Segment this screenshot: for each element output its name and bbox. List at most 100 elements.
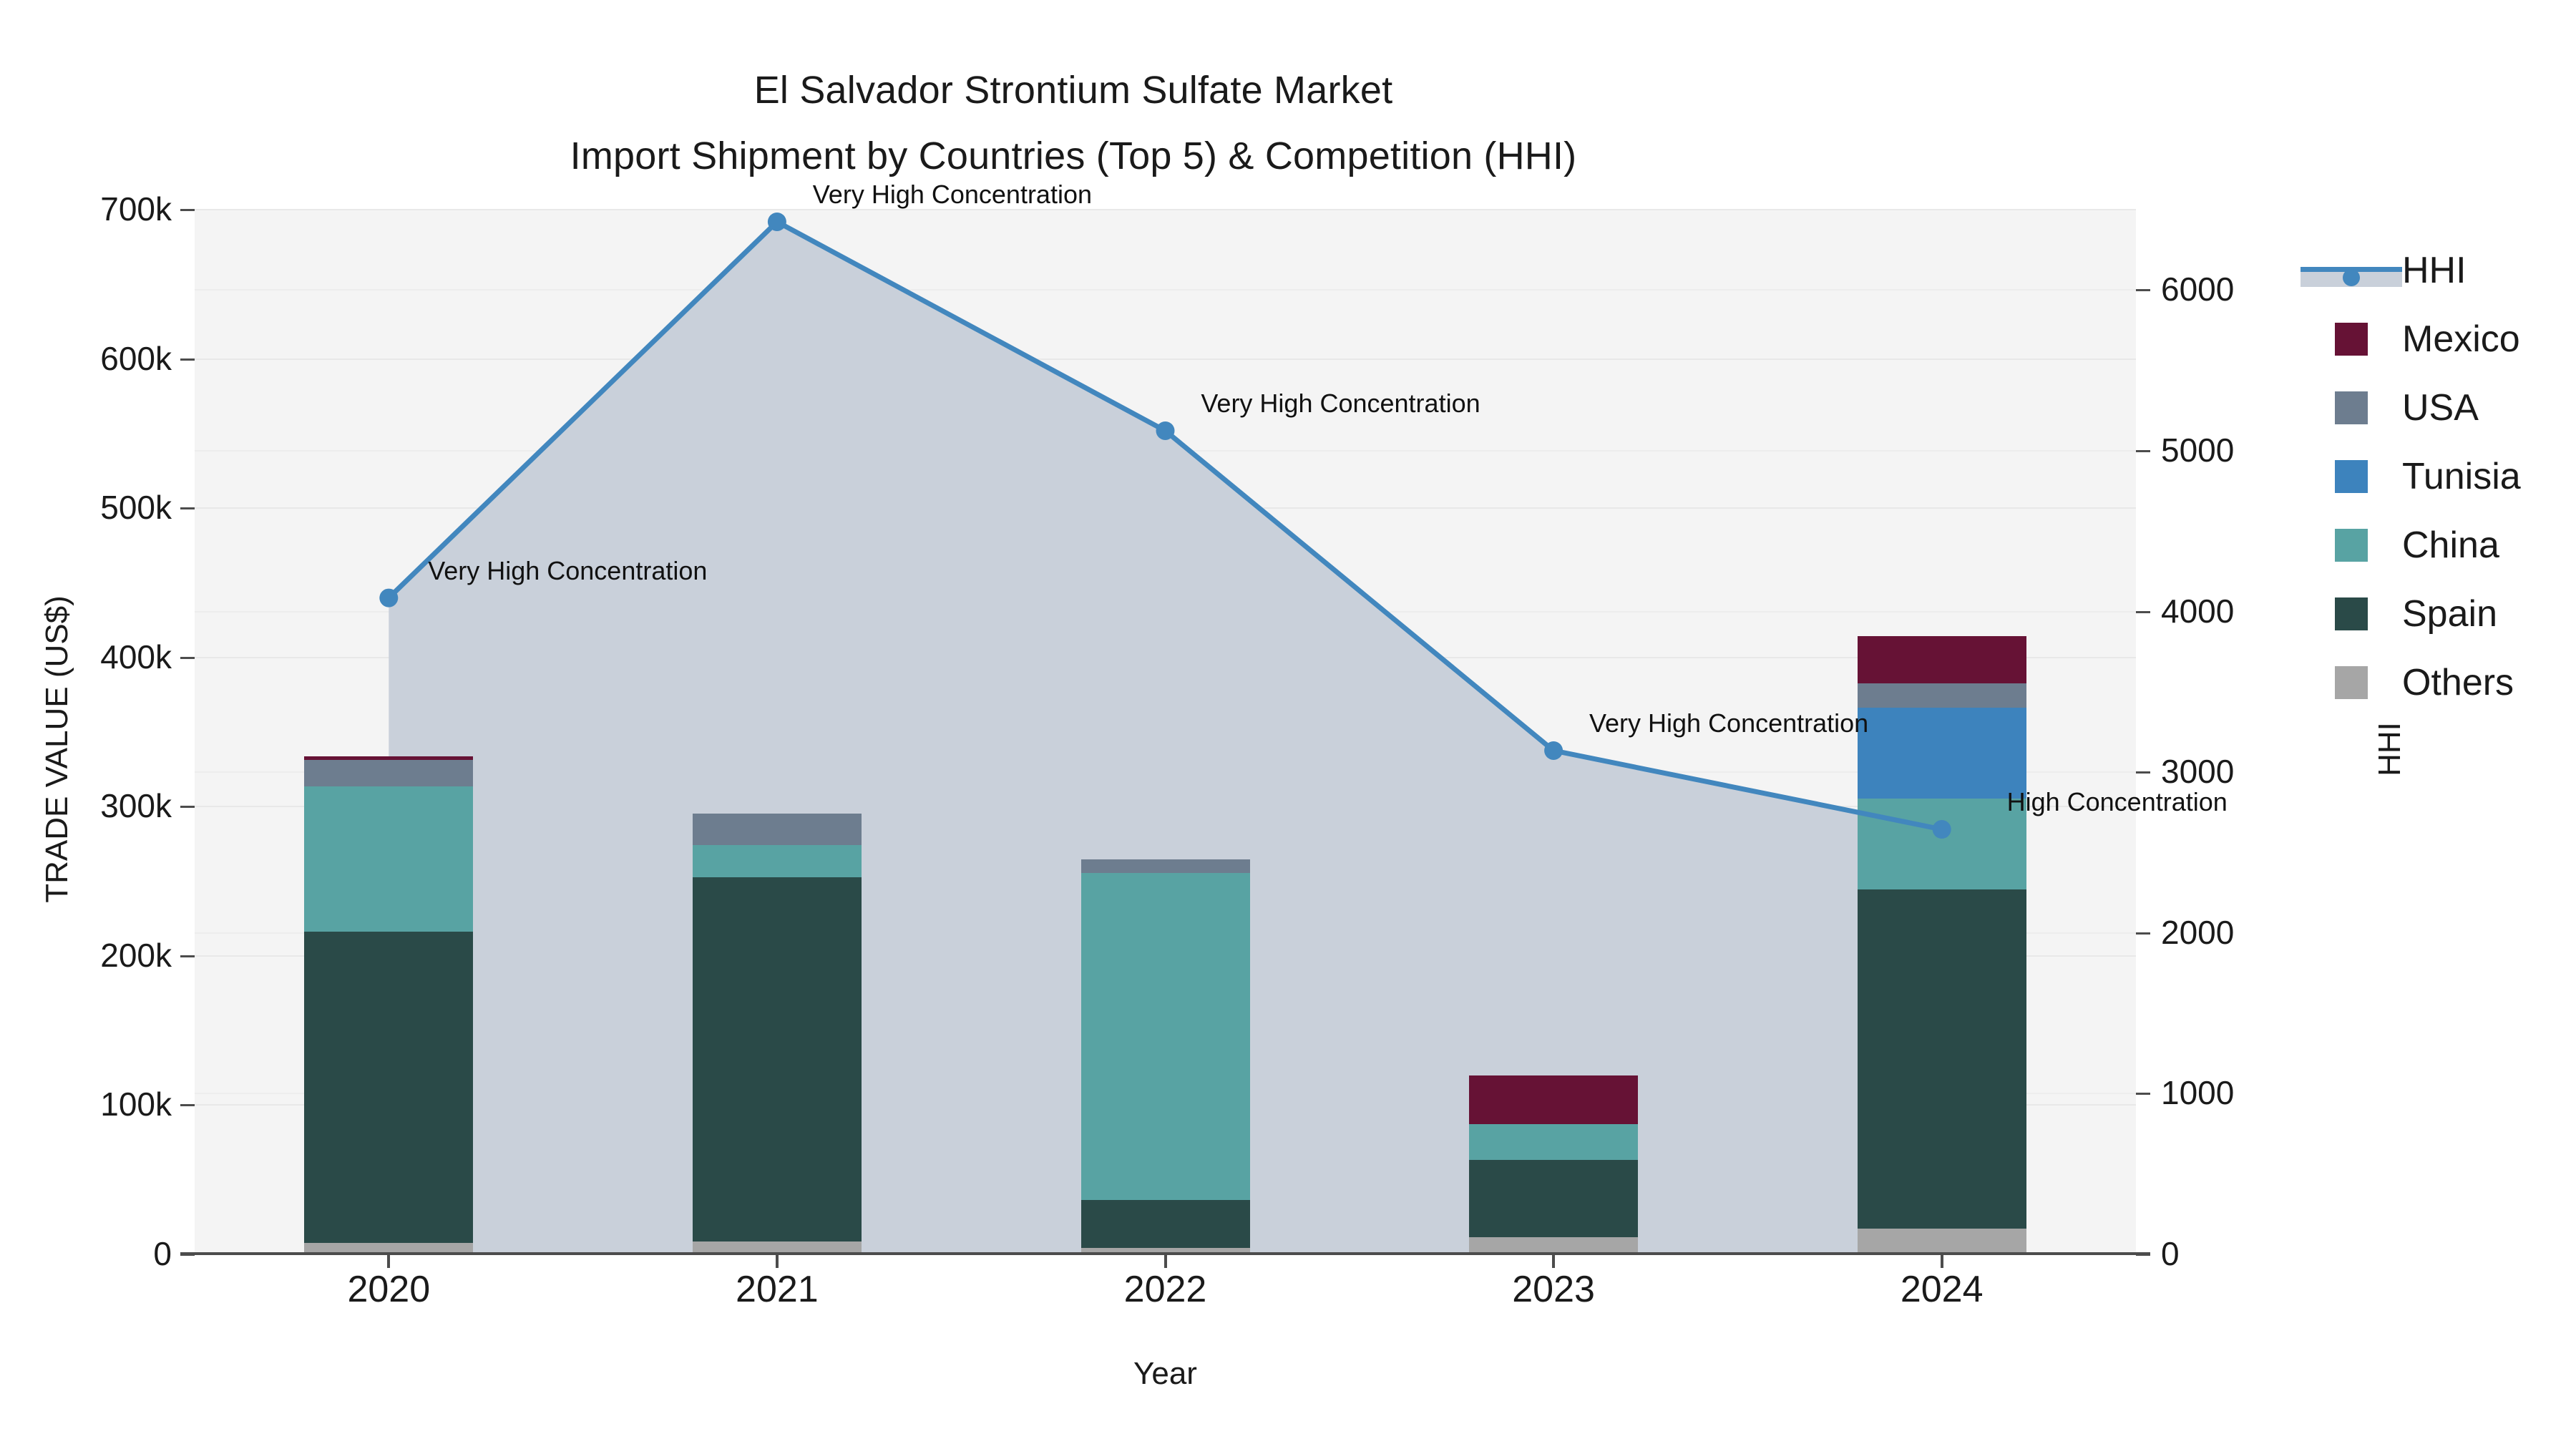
bar-segment-mexico[interactable] — [1469, 1075, 1639, 1124]
x-tick-mark — [1552, 1255, 1556, 1268]
legend-swatch-others — [2335, 666, 2368, 699]
legend-swatch-china — [2335, 529, 2368, 562]
legend-item-hhi[interactable]: HHI — [2301, 236, 2572, 305]
y-tick-mark-left — [180, 507, 195, 510]
legend-item-usa[interactable]: USA — [2301, 374, 2572, 442]
y-tick-right-5000: 5000 — [2161, 431, 2235, 469]
hhi-annotation-2022: Very High Concentration — [1201, 388, 1480, 418]
x-tick-2023: 2023 — [1512, 1269, 1595, 1310]
hhi-annotation-2024: High Concentration — [2006, 787, 2228, 816]
legend-swatch-spain — [2335, 597, 2368, 630]
legend-item-tunisia[interactable]: Tunisia — [2301, 442, 2572, 511]
y-tick-mark-right — [2136, 610, 2150, 613]
y-tick-left-300k: 300k — [100, 787, 172, 825]
bar-segment-spain[interactable] — [1857, 889, 2026, 1229]
bar-segment-others[interactable] — [1857, 1228, 2026, 1254]
legend-label-spain: Spain — [2402, 593, 2497, 635]
bar-stack-2023[interactable] — [1469, 209, 1639, 1254]
bar-segment-spain[interactable] — [1080, 1199, 1250, 1248]
gridline-left — [195, 209, 2136, 210]
legend-label-others: Others — [2402, 662, 2514, 703]
x-axis-title: Year — [1133, 1356, 1197, 1391]
y-tick-left-500k: 500k — [100, 489, 172, 527]
y-tick-left-600k: 600k — [100, 339, 172, 377]
legend-label-hhi: HHI — [2402, 250, 2467, 291]
y-tick-right-2000: 2000 — [2161, 913, 2235, 951]
legend-label-china: China — [2402, 525, 2499, 566]
y-tick-right-4000: 4000 — [2161, 592, 2235, 630]
chart-title-line-1: El Salvador Strontium Sulfate Market — [753, 69, 1393, 112]
x-axis-baseline — [180, 1252, 2150, 1255]
bar-segment-spain[interactable] — [692, 877, 862, 1242]
bar-stack-2021[interactable] — [692, 209, 862, 1254]
y-tick-mark-right — [2136, 1254, 2150, 1256]
y-tick-mark-left — [180, 955, 195, 957]
y-tick-mark-left — [180, 1104, 195, 1107]
y-tick-left-200k: 200k — [100, 936, 172, 974]
bar-segment-spain[interactable] — [1469, 1159, 1639, 1238]
x-tick-2021: 2021 — [736, 1269, 819, 1310]
bar-segment-usa[interactable] — [1080, 859, 1250, 874]
y-tick-mark-left — [180, 209, 195, 211]
legend-line-swatch — [2301, 254, 2402, 287]
legend-item-spain[interactable]: Spain — [2301, 580, 2572, 648]
bar-segment-others[interactable] — [692, 1241, 862, 1254]
legend-label-mexico: Mexico — [2402, 318, 2520, 360]
y-tick-mark-right — [2136, 449, 2150, 452]
chart-title: El Salvador Strontium Sulfate Market Imp… — [0, 57, 2147, 189]
plot-inner — [195, 209, 2136, 1254]
hhi-annotation-2020: Very High Concentration — [428, 555, 708, 585]
chart-legend: HHI Mexico USA Tunisia China Spain Others — [2301, 236, 2572, 717]
y-tick-mark-left — [180, 358, 195, 361]
bar-segment-usa[interactable] — [692, 813, 862, 845]
bar-stack-2022[interactable] — [1080, 209, 1250, 1254]
y-tick-mark-left — [180, 656, 195, 659]
bar-stack-2024[interactable] — [1857, 209, 2026, 1254]
y-tick-mark-left — [180, 806, 195, 809]
bar-segment-china[interactable] — [1857, 798, 2026, 890]
legend-swatch-mexico — [2335, 323, 2368, 356]
legend-swatch-tunisia — [2335, 460, 2368, 493]
y-tick-left-0: 0 — [153, 1235, 172, 1272]
y-tick-mark-right — [2136, 289, 2150, 292]
bar-segment-china[interactable] — [1469, 1123, 1639, 1160]
bar-segment-others[interactable] — [1469, 1237, 1639, 1254]
y-tick-mark-right — [2136, 1093, 2150, 1096]
bar-segment-tunisia[interactable] — [1857, 707, 2026, 799]
y-axis-left-title: TRADE VALUE (US$) — [39, 595, 74, 903]
y-tick-right-0: 0 — [2161, 1235, 2180, 1272]
y-tick-mark-right — [2136, 932, 2150, 935]
x-tick-2020: 2020 — [347, 1269, 431, 1310]
legend-label-tunisia: Tunisia — [2402, 456, 2521, 497]
y-tick-left-700k: 700k — [100, 190, 172, 228]
bar-segment-mexico[interactable] — [304, 756, 474, 760]
hhi-annotation-2021: Very High Concentration — [812, 179, 1092, 209]
bar-segment-china[interactable] — [1080, 873, 1250, 1200]
plot-area — [195, 209, 2136, 1254]
bar-segment-others[interactable] — [1080, 1247, 1250, 1254]
chart-title-line-2: Import Shipment by Countries (Top 5) & C… — [570, 135, 1577, 177]
x-tick-mark — [775, 1255, 779, 1268]
legend-item-china[interactable]: China — [2301, 511, 2572, 580]
y-tick-mark-left — [180, 1254, 195, 1256]
legend-label-usa: USA — [2402, 387, 2479, 429]
bar-stack-2020[interactable] — [304, 209, 474, 1254]
bar-segment-usa[interactable] — [304, 759, 474, 787]
y-tick-right-3000: 3000 — [2161, 753, 2235, 791]
y-tick-right-6000: 6000 — [2161, 270, 2235, 308]
bar-segment-usa[interactable] — [1857, 683, 2026, 708]
bar-segment-mexico[interactable] — [1857, 635, 2026, 684]
bar-segment-china[interactable] — [692, 844, 862, 878]
x-tick-2022: 2022 — [1123, 1269, 1207, 1310]
bar-segment-china[interactable] — [304, 786, 474, 932]
hhi-annotation-2023: Very High Concentration — [1589, 708, 1869, 738]
bar-segment-others[interactable] — [304, 1243, 474, 1254]
legend-item-mexico[interactable]: Mexico — [2301, 305, 2572, 374]
bar-segment-spain[interactable] — [304, 931, 474, 1244]
legend-item-others[interactable]: Others — [2301, 648, 2572, 717]
x-tick-mark — [1940, 1255, 1943, 1268]
y-tick-mark-right — [2136, 771, 2150, 774]
legend-swatch-usa — [2335, 391, 2368, 424]
x-tick-mark — [1163, 1255, 1167, 1268]
